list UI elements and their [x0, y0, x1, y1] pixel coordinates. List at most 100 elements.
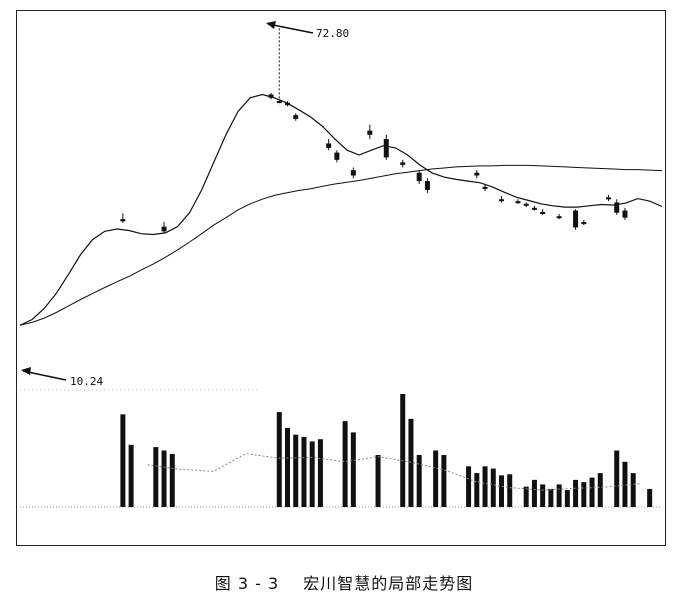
candle-body	[474, 172, 480, 176]
volume-bar	[400, 394, 406, 507]
figure-number: 图 3 - 3	[214, 574, 280, 593]
candle	[367, 124, 373, 140]
candle-body	[268, 94, 274, 98]
volume-bar	[350, 432, 356, 507]
candle-body	[531, 207, 537, 210]
volume-bar	[153, 447, 159, 507]
candle-body	[515, 201, 521, 204]
candle-body	[482, 186, 488, 189]
candle-body	[573, 210, 579, 228]
candle	[161, 222, 167, 233]
figure-caption: 图 3 - 3 宏川智慧的局部走势图	[0, 570, 688, 594]
chart-grid	[20, 389, 662, 508]
candlesticks	[120, 28, 628, 233]
volume-bar	[573, 479, 579, 507]
volume-bar	[317, 439, 323, 507]
candle	[474, 170, 480, 179]
candle	[499, 196, 504, 203]
volume-bar	[597, 473, 603, 507]
price-annotations: 72.80 10.24	[21, 21, 349, 388]
candle	[120, 213, 126, 223]
candle	[293, 113, 299, 121]
candle	[614, 199, 620, 215]
volume-bar	[499, 475, 504, 507]
volume-bar	[556, 484, 562, 507]
candle-body	[499, 199, 504, 202]
candle	[622, 207, 628, 220]
candle-body	[424, 181, 430, 190]
candle-body	[400, 162, 406, 165]
volume-bar	[482, 466, 488, 507]
candle	[416, 170, 422, 184]
volume-bar	[285, 427, 290, 507]
candle-body	[293, 115, 299, 119]
volume-bar	[375, 455, 381, 507]
volume-bar	[161, 450, 167, 507]
volume-bar	[408, 418, 414, 507]
volume-bar	[293, 434, 299, 507]
short-moving-average	[19, 93, 663, 326]
volume-bar	[120, 414, 126, 507]
volume-bar	[507, 474, 513, 507]
candle	[482, 183, 488, 192]
volume-bar	[622, 461, 628, 507]
volume-bar	[309, 441, 315, 507]
candle-body	[161, 226, 167, 232]
volume-bar	[433, 450, 439, 507]
candle-body	[606, 197, 611, 200]
candle-body	[285, 102, 290, 106]
volume-bar	[540, 484, 546, 507]
volume-bar	[474, 473, 480, 507]
candle-body	[383, 139, 389, 158]
volume-bar	[441, 455, 447, 507]
volume-bar	[614, 450, 620, 507]
candle	[326, 139, 332, 151]
volume-bar	[128, 444, 134, 507]
candle-body	[581, 222, 587, 225]
candle-body	[334, 152, 340, 160]
candle	[383, 134, 389, 160]
candle-body	[276, 101, 282, 104]
candle	[400, 159, 406, 168]
high-price-label: 72.80	[316, 27, 349, 40]
volume-average-line	[147, 453, 642, 491]
candle	[606, 194, 611, 202]
candle-body	[614, 202, 620, 213]
volume-bar	[276, 412, 282, 507]
candle	[334, 150, 340, 163]
volume-bar	[630, 473, 636, 507]
candle	[268, 92, 274, 100]
high-arrow	[267, 23, 314, 34]
candle-body	[622, 210, 628, 218]
ma-long-line	[19, 164, 663, 326]
volume-bar	[416, 455, 422, 507]
volume-bar	[581, 482, 587, 507]
volume-bar	[169, 453, 175, 507]
candle-body	[367, 130, 373, 135]
candle	[350, 167, 356, 179]
candle	[276, 28, 282, 105]
candle	[573, 209, 579, 230]
candle-body	[416, 172, 422, 182]
volume-bar	[466, 466, 472, 507]
high-arrow-head	[266, 21, 276, 29]
candle-body	[120, 219, 126, 222]
candle	[424, 178, 430, 193]
candle-body	[350, 170, 356, 176]
ma-short-line	[19, 93, 663, 326]
chart-frame	[16, 10, 666, 546]
volume-bar	[589, 477, 595, 507]
candle	[540, 209, 546, 215]
long-moving-average	[19, 164, 663, 326]
volume-bars	[120, 394, 653, 507]
volume-bar	[342, 421, 348, 507]
volume-bar	[523, 486, 529, 507]
figure-title: 宏川智慧的局部走势图	[303, 574, 474, 593]
candle	[556, 214, 562, 220]
volume-bar	[647, 488, 653, 507]
candle	[285, 101, 290, 107]
candle	[581, 219, 587, 226]
volume-bar	[531, 479, 537, 507]
candle	[523, 202, 529, 208]
